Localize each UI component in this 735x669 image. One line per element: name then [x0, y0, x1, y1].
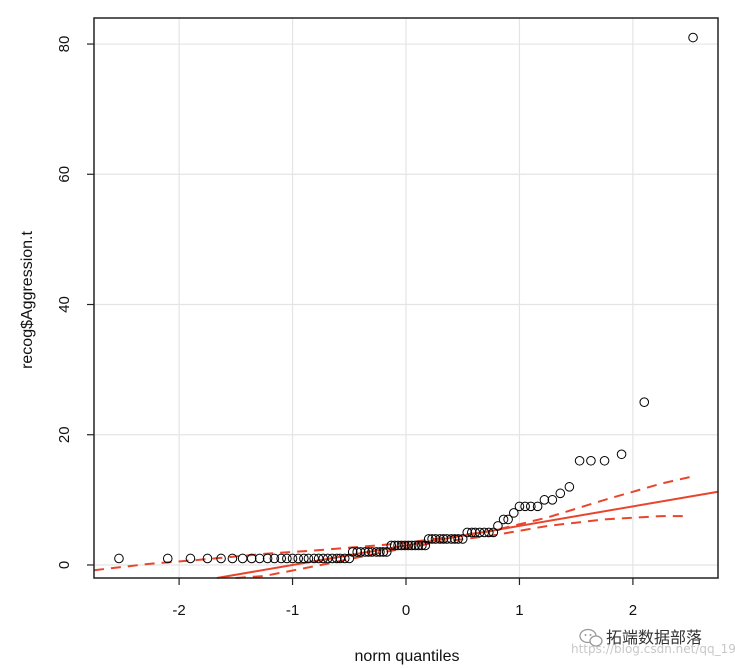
data-point	[352, 547, 363, 557]
data-point	[586, 455, 596, 466]
data-point	[438, 534, 449, 544]
data-point	[396, 540, 407, 551]
y-tick-label: 20	[56, 426, 73, 443]
data-point	[532, 501, 543, 512]
data-point	[246, 553, 257, 564]
data-point	[276, 553, 287, 564]
data-point	[339, 553, 350, 564]
wechat-icon	[579, 628, 603, 647]
x-tick-label: -1	[286, 602, 299, 619]
data-point	[227, 553, 238, 564]
data-point	[449, 534, 460, 544]
x-tick-label: 2	[629, 602, 637, 619]
data-point	[688, 32, 698, 43]
watermark-logo-text: 拓端数据部落	[606, 628, 702, 647]
data-point	[403, 540, 414, 551]
data-point	[555, 488, 566, 499]
data-point	[413, 540, 424, 551]
y-tick-label: 0	[56, 561, 73, 569]
data-point	[427, 534, 437, 544]
data-point	[378, 547, 389, 557]
y-axis: 0 20 40 60 80	[56, 36, 94, 569]
watermark-url: https://blog.csdn.net/qq_19600291	[571, 642, 735, 656]
data-point	[355, 547, 366, 557]
data-point	[526, 501, 536, 512]
data-point	[216, 553, 226, 564]
data-point	[162, 553, 173, 564]
x-axis: -2 -1 0 1 2	[172, 578, 637, 619]
y-tick-label: 80	[56, 36, 73, 53]
data-point	[503, 514, 513, 525]
confidence-bands	[93, 476, 690, 579]
reference-line	[216, 490, 719, 579]
data-point	[282, 553, 292, 564]
data-point	[539, 495, 550, 505]
x-tick-label: 1	[515, 602, 523, 619]
data-point	[347, 547, 358, 557]
data-point	[269, 553, 280, 564]
data-point	[293, 553, 304, 564]
x-tick-label: -2	[172, 602, 185, 619]
confidence-band-lower	[235, 515, 690, 579]
data-point	[462, 527, 473, 538]
data-point	[639, 397, 650, 407]
data-point	[327, 553, 338, 564]
data-point	[299, 553, 309, 564]
y-tick-label: 60	[56, 166, 73, 183]
data-point	[574, 455, 585, 466]
data-point	[467, 527, 477, 538]
y-axis-title: recog$Aggression.t	[19, 231, 36, 369]
data-point	[237, 553, 248, 564]
data-point	[381, 547, 392, 557]
data-point	[375, 547, 385, 557]
data-point	[287, 553, 298, 564]
data-point	[254, 553, 265, 564]
data-point	[417, 540, 427, 551]
data-point	[564, 482, 575, 492]
data-point	[423, 534, 434, 544]
data-point	[371, 547, 382, 557]
data-point	[453, 534, 463, 544]
data-point	[457, 534, 468, 544]
data-point	[363, 547, 374, 557]
data-point	[331, 553, 342, 564]
data-point	[360, 547, 370, 557]
data-point	[488, 527, 499, 538]
data-point	[446, 534, 457, 544]
data-point	[435, 534, 445, 544]
data-point	[547, 495, 558, 505]
data-point	[262, 553, 273, 564]
data-point	[514, 501, 525, 512]
data-point	[442, 534, 452, 544]
x-tick-label: 0	[402, 602, 410, 619]
data-point	[493, 521, 503, 531]
data-point	[389, 540, 400, 551]
data-points	[114, 32, 698, 564]
confidence-band-upper	[93, 476, 690, 572]
data-point	[498, 514, 509, 525]
qq-reference-line	[216, 490, 719, 579]
data-point	[114, 553, 124, 564]
data-point	[616, 449, 627, 460]
data-point	[599, 455, 610, 466]
data-point	[386, 540, 397, 551]
x-axis-title: norm quantiles	[355, 648, 460, 665]
data-point	[406, 540, 417, 551]
data-point	[185, 553, 196, 564]
data-point	[520, 501, 530, 512]
data-point	[430, 534, 441, 544]
data-point	[400, 540, 410, 551]
gridlines	[94, 18, 718, 578]
data-point	[303, 553, 314, 564]
data-point	[484, 527, 494, 538]
y-tick-label: 40	[56, 296, 73, 313]
data-point	[367, 547, 377, 557]
data-point	[410, 540, 420, 551]
data-point	[508, 508, 519, 518]
data-point	[202, 553, 213, 564]
watermark: https://blog.csdn.net/qq_19600291 拓端数据部落	[571, 628, 735, 656]
data-point	[393, 540, 403, 551]
